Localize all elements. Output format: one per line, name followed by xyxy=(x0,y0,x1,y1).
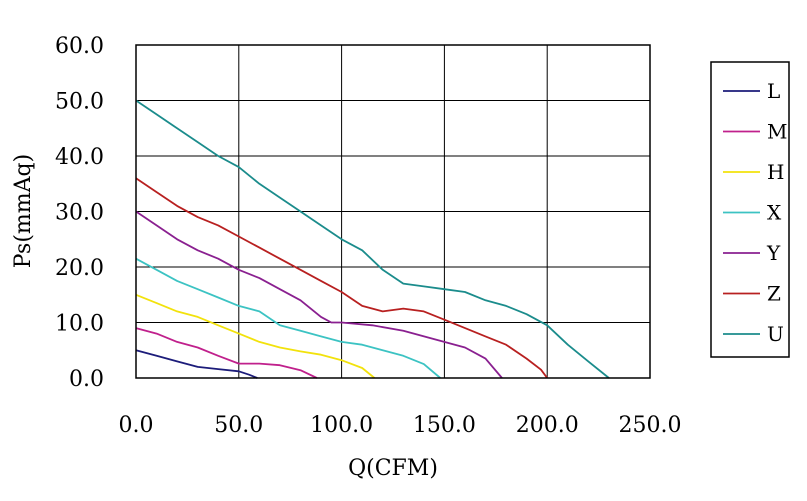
x-tick-label: 100.0 xyxy=(310,413,373,438)
y-tick-label: 30.0 xyxy=(55,201,104,226)
y-tick-label: 50.0 xyxy=(55,90,104,115)
x-axis-ticks: 0.0 50.0 100.0 150.0 200.0 250.0 xyxy=(119,413,682,438)
series-line-y xyxy=(135,210,503,379)
x-tick-label: 200.0 xyxy=(516,413,579,438)
legend-label-h: H xyxy=(767,160,784,184)
legend-label-z: Z xyxy=(767,282,781,306)
y-tick-label: 0.0 xyxy=(69,367,104,392)
x-tick-label: 150.0 xyxy=(413,413,476,438)
legend-box xyxy=(710,61,790,358)
y-tick-label: 60.0 xyxy=(55,34,104,59)
legend-label-u: U xyxy=(767,322,784,346)
series-line-u xyxy=(135,99,610,379)
x-tick-label: 0.0 xyxy=(119,413,154,438)
series-line-z xyxy=(135,177,548,379)
series-line-h xyxy=(135,293,376,379)
x-tick-label: 50.0 xyxy=(214,413,263,438)
y-tick-label: 40.0 xyxy=(55,145,104,170)
y-tick-label: 20.0 xyxy=(55,256,104,281)
series-lines xyxy=(135,99,610,379)
y-tick-label: 10.0 xyxy=(55,312,104,337)
series-line-l xyxy=(135,349,258,379)
legend-label-l: L xyxy=(767,79,780,103)
x-axis-title: Q(CFM) xyxy=(348,456,438,481)
legend-label-x: X xyxy=(767,201,782,225)
series-line-x xyxy=(135,257,441,379)
legend-label-y: Y xyxy=(766,241,781,265)
legend-label-m: M xyxy=(767,120,787,144)
x-tick-label: 250.0 xyxy=(619,413,682,438)
y-axis-ticks: 0.0 10.0 20.0 30.0 40.0 50.0 60.0 xyxy=(55,34,104,392)
series-line-m xyxy=(135,327,318,379)
grid-lines xyxy=(135,44,651,379)
y-axis-title: Ps(mmAq) xyxy=(11,154,36,268)
plot-area-frame xyxy=(135,44,651,379)
